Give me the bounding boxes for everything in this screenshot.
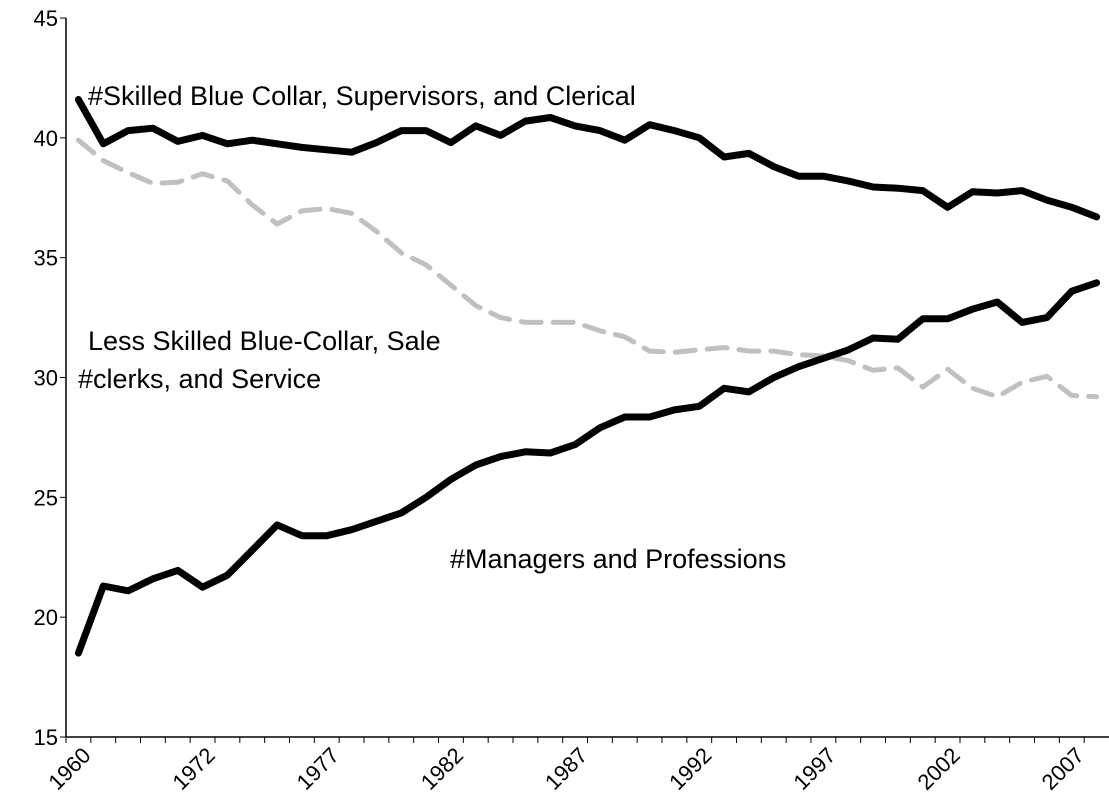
x-tick-label: 1992: [664, 743, 716, 795]
annotation: #clerks, and Service: [78, 364, 321, 394]
y-tick-label: 15: [34, 725, 58, 750]
series-line: [74, 279, 1101, 657]
annotation: Less Skilled Blue-Collar, Sale: [88, 326, 441, 356]
y-tick-label: 25: [34, 485, 58, 510]
y-tick-label: 30: [34, 366, 58, 391]
annotation: #Skilled Blue Collar, Supervisors, and C…: [88, 81, 636, 111]
y-tick-label: 45: [34, 6, 58, 31]
x-tick-label: 2007: [1037, 743, 1089, 795]
series-line: [74, 96, 1101, 221]
annotation: #Managers and Professions: [450, 544, 786, 574]
y-tick-label: 20: [34, 605, 58, 630]
x-tick-label: 1960: [43, 743, 95, 795]
y-tick-label: 35: [34, 246, 58, 271]
x-tick-label: 1972: [167, 743, 219, 795]
series-line: [75, 137, 1100, 400]
y-tick-label: 40: [34, 126, 58, 151]
x-tick-label: 1982: [416, 743, 468, 795]
x-tick-label: 1977: [292, 743, 344, 795]
x-tick-label: 1997: [788, 743, 840, 795]
x-tick-label: 2002: [912, 743, 964, 795]
x-tick-label: 1987: [540, 743, 592, 795]
